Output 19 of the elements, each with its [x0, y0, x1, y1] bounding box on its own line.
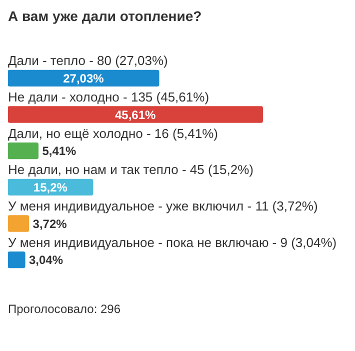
y-tick-label: Дали - тепло - 80 (27,03%)	[8, 53, 168, 68]
data-label: 5,41%	[42, 144, 77, 158]
data-label: 27,03%	[63, 71, 104, 86]
chart-title: А вам уже дали отопление?	[8, 8, 203, 24]
bar	[8, 70, 160, 86]
y-tick-label: Не дали, но нам и так тепло - 45 (15,2%)	[8, 162, 254, 178]
data-label: 3,04%	[28, 253, 64, 268]
bar	[8, 252, 26, 268]
data-label: 15,2%	[33, 180, 68, 194]
text: Проголосовало: 296	[8, 302, 122, 316]
bar	[8, 215, 30, 232]
y-tick-label: У меня индивидуальное - пока не включаю - 9 (3,04%)	[8, 234, 337, 250]
bar	[8, 106, 263, 123]
bar	[8, 142, 39, 160]
y-tick-label: Дали, но ещё холодно - 16 (5,41%)	[8, 126, 218, 141]
data-label: 3,72%	[32, 216, 68, 231]
data-label: 45,61%	[114, 108, 156, 122]
y-tick-label: Не дали - холодно - 135 (45,61%)	[8, 90, 210, 105]
y-tick-label: У меня индивидуальное - уже включил - 11 (3,72%)	[8, 198, 318, 214]
